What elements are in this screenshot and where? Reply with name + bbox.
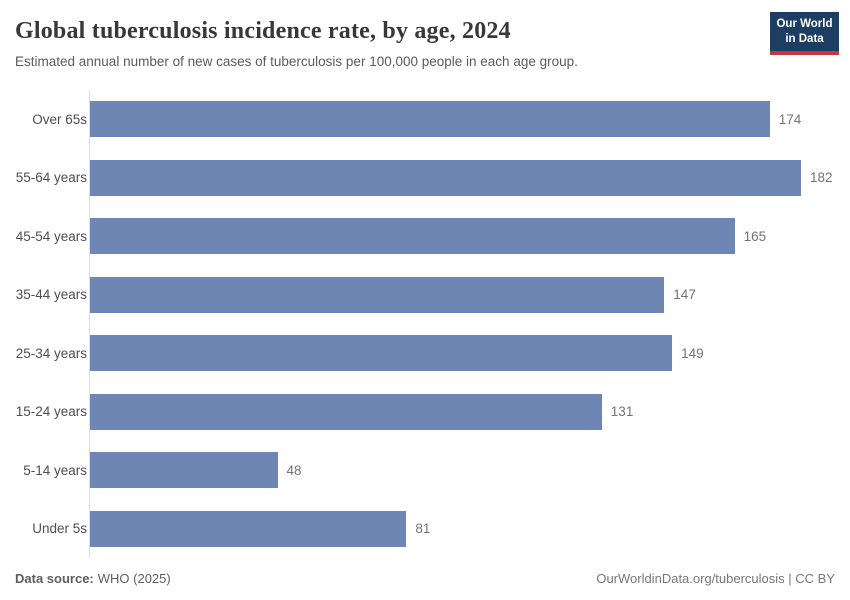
- chart-row: 55-64 years 182: [0, 148, 835, 207]
- category-label: Under 5s: [32, 521, 87, 537]
- value-label: 131: [610, 404, 634, 420]
- bar[interactable]: [90, 218, 735, 255]
- plot-area-row: 48: [89, 441, 835, 500]
- bar[interactable]: [90, 510, 407, 547]
- bar[interactable]: [90, 159, 801, 196]
- credit-link[interactable]: OurWorldinData.org/tuberculosis | CC BY: [596, 571, 835, 586]
- chart-row: Under 5s 81: [0, 499, 835, 558]
- page-title: Global tuberculosis incidence rate, by a…: [15, 18, 511, 44]
- chart-header: Global tuberculosis incidence rate, by a…: [0, 0, 850, 69]
- category-label: 15-24 years: [15, 404, 87, 420]
- category-label: 35-44 years: [15, 287, 87, 303]
- bar[interactable]: [90, 101, 770, 138]
- bar[interactable]: [90, 452, 278, 489]
- bar-chart: Over 65s 174 55-64 years 182 45-54 years 165 3…: [0, 90, 835, 558]
- value-label: 165: [743, 228, 767, 244]
- chart-row: 15-24 years 131: [0, 382, 835, 441]
- plot-area-row: 81: [89, 499, 835, 558]
- plot-area-row: 174: [89, 90, 835, 149]
- owid-logo[interactable]: Our World in Data: [770, 12, 839, 55]
- logo-text-line1: Our World: [776, 18, 833, 30]
- chart-row: Over 65s 174: [0, 90, 835, 149]
- bar[interactable]: [90, 335, 673, 372]
- plot-area-row: 131: [89, 382, 835, 441]
- chart-row: 25-34 years 149: [0, 324, 835, 383]
- chart-row: 45-54 years 165: [0, 207, 835, 266]
- bar[interactable]: [90, 276, 665, 313]
- category-label: 25-34 years: [15, 345, 87, 361]
- chart-row: 5-14 years 48: [0, 441, 835, 500]
- category-label: Over 65s: [32, 111, 87, 127]
- logo-text-line2: in Data: [785, 32, 824, 45]
- bar[interactable]: [90, 393, 602, 430]
- category-label: 45-54 years: [15, 228, 87, 244]
- category-label: 5-14 years: [23, 462, 87, 478]
- plot-area-row: 149: [89, 324, 835, 383]
- data-source-value: WHO (2025): [97, 571, 171, 586]
- value-label: 149: [681, 345, 704, 361]
- plot-area-row: 147: [89, 265, 835, 324]
- value-label: 174: [778, 111, 802, 127]
- data-source-label: Data source:: [15, 571, 94, 586]
- data-source: Data source: WHO (2025): [15, 571, 171, 586]
- plot-area-row: 182: [89, 148, 835, 207]
- value-label: 182: [810, 170, 833, 186]
- chart-footer: Data source: WHO (2025) OurWorldinData.or…: [15, 571, 835, 586]
- value-label: 147: [673, 287, 696, 303]
- chart-subtitle: Estimated annual number of new cases of …: [15, 54, 578, 69]
- category-label: 55-64 years: [15, 170, 87, 186]
- chart-row: 35-44 years 147: [0, 265, 835, 324]
- value-label: 48: [286, 462, 302, 478]
- value-label: 81: [415, 521, 431, 537]
- plot-area-row: 165: [89, 207, 835, 266]
